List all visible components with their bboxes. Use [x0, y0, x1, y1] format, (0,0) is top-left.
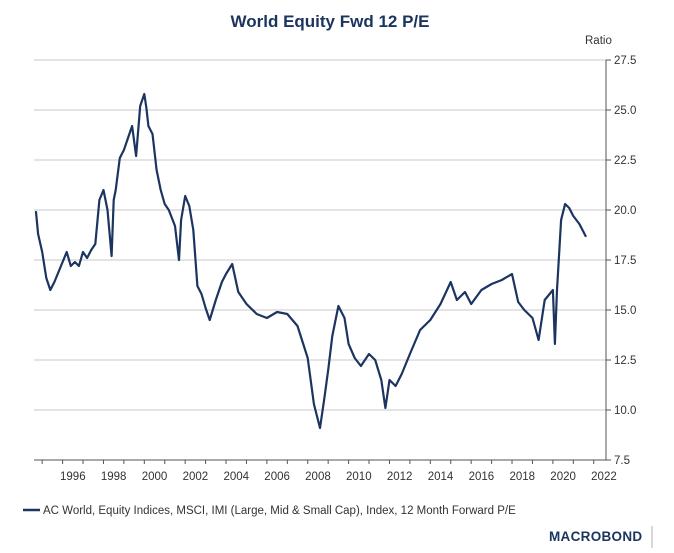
- x-tick-label: 2018: [509, 471, 535, 483]
- x-tick-label: 2002: [183, 471, 209, 483]
- y-tick-label: 7.5: [614, 455, 630, 467]
- x-tick-label: 1998: [101, 471, 127, 483]
- x-tick-label: 2004: [223, 471, 249, 483]
- y-tick-label: 22.5: [614, 155, 636, 167]
- x-tick-label: 2008: [305, 471, 331, 483]
- axes: [34, 60, 607, 464]
- y-tick-label: 27.5: [614, 55, 636, 67]
- x-tick-label: 2000: [142, 471, 168, 483]
- x-tick-label: 2012: [387, 471, 413, 483]
- y-tick-label: 25.0: [614, 105, 636, 117]
- x-tick-label: 2022: [591, 471, 617, 483]
- legend-label: AC World, Equity Indices, MSCI, IMI (Lar…: [43, 505, 516, 517]
- x-tick-label: 2006: [264, 471, 290, 483]
- legend: AC World, Equity Indices, MSCI, IMI (Lar…: [23, 505, 516, 517]
- brand-wordmark: MACROBOND: [549, 529, 642, 544]
- x-tick-label: 1996: [60, 471, 86, 483]
- y-tick-label: 12.5: [614, 355, 636, 367]
- y-tick-label: 17.5: [614, 255, 636, 267]
- y-tick-label: 10.0: [614, 405, 636, 417]
- y-tick-label: 15.0: [614, 305, 636, 317]
- x-tick-label: 2016: [469, 471, 495, 483]
- series-line: [34, 92, 587, 430]
- series-layer: [34, 92, 587, 430]
- chart-title: World Equity Fwd 12 P/E: [231, 12, 430, 31]
- gridlines: [34, 59, 611, 461]
- y-axis-label: Ratio: [585, 35, 612, 47]
- x-tick-label: 2020: [550, 471, 576, 483]
- y-tick-labels: 7.5 10.0 12.5 15.0 17.5 20.0 22.5 25.0 27.5: [614, 55, 636, 467]
- x-tick-label: 2010: [346, 471, 372, 483]
- y-tick-label: 20.0: [614, 205, 636, 217]
- x-tick-label: 2014: [428, 471, 454, 483]
- macrobond-logo: MACROBOND: [549, 526, 653, 548]
- x-tick-labels: 1996 1998 2000 2002 2004 2006 2008 2010 2012 2014…: [60, 471, 617, 483]
